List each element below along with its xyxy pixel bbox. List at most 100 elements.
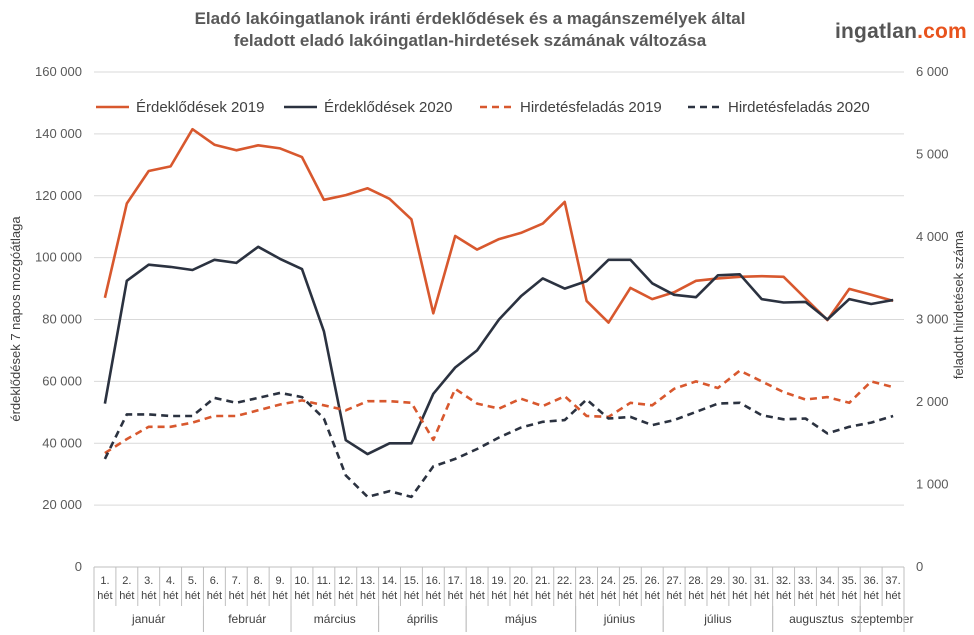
x-tick-suffix: hét (404, 590, 419, 602)
x-tick-suffix: hét (316, 590, 331, 602)
x-tick-label: 35. (842, 575, 857, 587)
right-tick-label: 1 000 (916, 477, 949, 492)
left-tick-label: 120 000 (35, 188, 82, 203)
right-tick-label: 6 000 (916, 64, 949, 79)
x-tick-label: 18. (469, 575, 484, 587)
left-tick-label: 140 000 (35, 126, 82, 141)
x-tick-label: 12. (338, 575, 353, 587)
x-tick-label: 26. (645, 575, 660, 587)
x-tick-suffix: hét (557, 590, 572, 602)
x-tick-label: 28. (688, 575, 703, 587)
right-tick-label: 3 000 (916, 312, 949, 327)
x-tick-label: 36. (864, 575, 879, 587)
left-axis-ticks: 0 20 000 40 000 60 000 80 000 100 000 120 000 1… (35, 64, 82, 574)
x-tick-suffix: hét (754, 590, 769, 602)
legend-label: Hirdetésfeladás 2020 (728, 99, 870, 116)
x-tick-label: 22. (557, 575, 572, 587)
month-label: augusztus (789, 612, 844, 626)
x-tick-suffix: hét (579, 590, 594, 602)
x-tick-suffix: hét (535, 590, 550, 602)
left-axis-title: érdeklődések 7 napos mozgóátlaga (8, 216, 23, 422)
x-tick-label: 6. (210, 575, 219, 587)
right-axis-ticks: 0 1 000 2 000 3 000 4 000 5 000 6 000 (916, 64, 949, 574)
x-tick-label: 33. (798, 575, 813, 587)
x-tick-suffix: hét (229, 590, 244, 602)
left-tick-label: 160 000 (35, 64, 82, 79)
x-tick-suffix: hét (776, 590, 791, 602)
x-tick-label: 32. (776, 575, 791, 587)
x-tick-suffix: hét (732, 590, 747, 602)
brand-logo-suffix: .com (917, 20, 967, 43)
x-tick-suffix: hét (338, 590, 353, 602)
x-tick-suffix: hét (842, 590, 857, 602)
x-tick-suffix: hét (272, 590, 287, 602)
x-tick-label: 31. (754, 575, 769, 587)
x-tick-suffix: hét (601, 590, 616, 602)
x-tick-suffix: hét (666, 590, 681, 602)
x-tick-label: 10. (294, 575, 309, 587)
right-tick-label: 2 000 (916, 394, 949, 409)
x-tick-label: 27. (666, 575, 681, 587)
left-tick-label: 0 (75, 559, 82, 574)
x-tick-suffix: hét (820, 590, 835, 602)
x-tick-label: 2. (122, 575, 131, 587)
legend-label: Érdeklődések 2019 (136, 99, 264, 116)
grid-lines (94, 71, 904, 506)
x-tick-suffix: hét (513, 590, 528, 602)
right-axis-title: feladott hirdetések száma (951, 230, 966, 379)
x-tick-suffix: hét (710, 590, 725, 602)
x-tick-suffix: hét (469, 590, 484, 602)
month-label: június (603, 612, 635, 626)
right-tick-label: 0 (916, 559, 923, 574)
x-tick-label: 29. (710, 575, 725, 587)
series-line-4 (103, 391, 894, 499)
left-tick-label: 60 000 (42, 373, 82, 388)
month-label: július (703, 612, 731, 626)
month-label: május (505, 612, 537, 626)
x-tick-suffix: hét (207, 590, 222, 602)
x-tick-suffix: hét (141, 590, 156, 602)
chart-title-line1: Eladó lakóingatlanok iránti érdeklődések… (194, 9, 746, 28)
month-label: február (228, 612, 266, 626)
x-tick-suffix: hét (360, 590, 375, 602)
x-tick-label: 17. (448, 575, 463, 587)
legend-label: Érdeklődések 2020 (324, 99, 452, 116)
x-tick-label: 13. (360, 575, 375, 587)
x-tick-label: 15. (404, 575, 419, 587)
right-tick-label: 5 000 (916, 147, 949, 162)
x-tick-suffix: hét (645, 590, 660, 602)
x-tick-suffix: hét (97, 590, 112, 602)
x-tick-suffix: hét (119, 590, 134, 602)
x-tick-label: 16. (426, 575, 441, 587)
x-tick-label: 20. (513, 575, 528, 587)
x-tick-label: 19. (491, 575, 506, 587)
x-tick-suffix: hét (448, 590, 463, 602)
x-tick-suffix: hét (163, 590, 178, 602)
x-tick-suffix: hét (426, 590, 441, 602)
x-tick-label: 4. (166, 575, 175, 587)
x-tick-label: 37. (885, 575, 900, 587)
x-tick-suffix: hét (885, 590, 900, 602)
x-tick-label: 3. (144, 575, 153, 587)
x-tick-suffix: hét (491, 590, 506, 602)
left-tick-label: 80 000 (42, 312, 82, 327)
left-tick-label: 40 000 (42, 435, 82, 450)
month-label: szeptember (851, 612, 914, 626)
month-label: március (314, 612, 356, 626)
x-tick-label: 25. (623, 575, 638, 587)
x-tick-label: 8. (254, 575, 263, 587)
x-axis: 1. hét 2. hét 3. hét 4. hét 5. hét 6. hét 7. hét 8. hét… (93, 566, 914, 632)
x-tick-label: 30. (732, 575, 747, 587)
x-tick-label: 1. (100, 575, 109, 587)
chart-title-line2: feladott eladó lakóingatlan-hirdetések s… (233, 31, 707, 50)
left-tick-label: 20 000 (42, 497, 82, 512)
x-tick-suffix: hét (251, 590, 266, 602)
legend-label: Hirdetésfeladás 2019 (520, 99, 662, 116)
x-tick-suffix: hét (185, 590, 200, 602)
series-line-3 (104, 369, 894, 455)
series-line-1 (103, 127, 894, 324)
x-tick-suffix: hét (294, 590, 309, 602)
x-tick-label: 5. (188, 575, 197, 587)
x-tick-label: 14. (382, 575, 397, 587)
x-tick-label: 11. (317, 575, 331, 587)
